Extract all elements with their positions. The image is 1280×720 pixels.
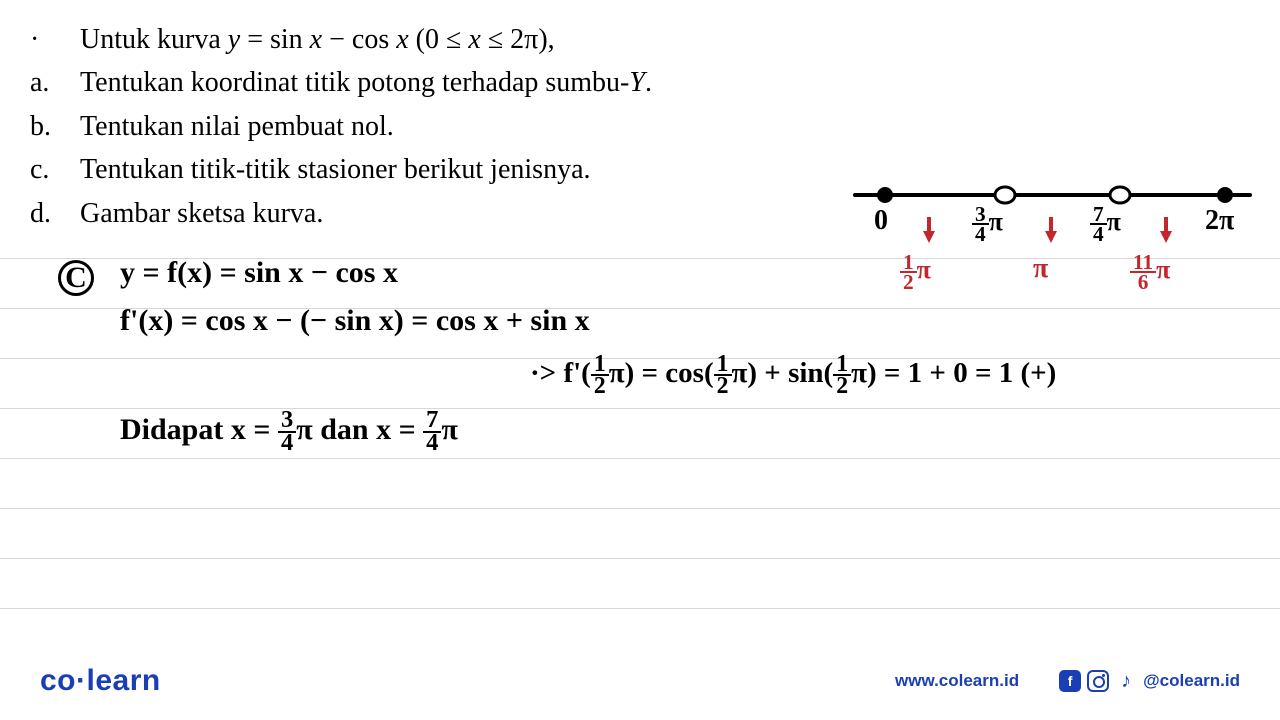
tiktok-icon: ♪: [1115, 670, 1137, 692]
brand-logo: co·learn: [40, 664, 161, 698]
arrow-down-icon: [1160, 231, 1172, 243]
number-line-diagram: [0, 0, 1280, 330]
numline-bottom-label: 116π: [1130, 253, 1170, 291]
facebook-icon: f: [1059, 670, 1081, 692]
arrow-down-icon: [1045, 231, 1057, 243]
footer-url: www.colearn.id: [895, 671, 1019, 691]
footer: co·learn www.colearn.id f ♪ @colearn.id: [40, 664, 1240, 698]
numline-top-label: 74π: [1090, 205, 1121, 243]
instagram-icon: [1087, 670, 1109, 692]
numline-bottom-label: π: [1033, 253, 1048, 285]
social-icons: f ♪ @colearn.id: [1059, 670, 1240, 692]
numline-top-label: 2π: [1205, 205, 1234, 237]
arrow-down-icon: [923, 231, 935, 243]
numline-bottom-label: 12π: [900, 253, 931, 291]
work-line-3: Didapat x = 34π dan x = 74π: [120, 410, 458, 454]
numline-top-label: 34π: [972, 205, 1003, 243]
work-line-4: ·> f'(12π) = cos(12π) + sin(12π) = 1 + 0…: [530, 354, 1056, 396]
numline-top-label: 0: [874, 205, 888, 237]
